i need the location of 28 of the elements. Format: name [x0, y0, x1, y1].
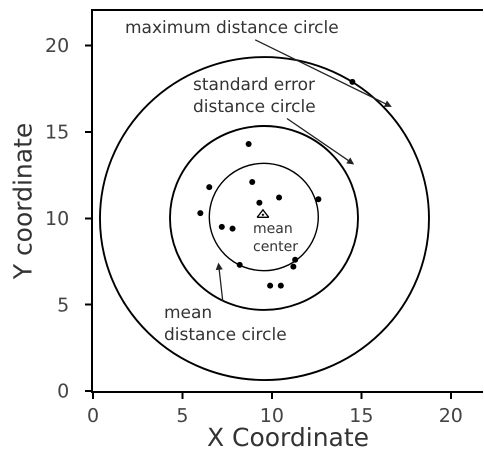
- annotation: mean distance circle: [164, 303, 287, 346]
- x-tick-label: 20: [438, 404, 463, 427]
- point: [218, 224, 225, 230]
- point: [197, 210, 204, 216]
- point: [256, 200, 262, 206]
- annotation: mean center: [253, 221, 298, 256]
- point: [290, 264, 296, 270]
- y-axis-title: Y coordinate: [8, 122, 38, 280]
- annotation: standard error distance circle: [193, 75, 316, 118]
- y-tick-label: 15: [45, 122, 70, 144]
- point: [206, 184, 212, 190]
- y-tick-label: 0: [57, 380, 70, 403]
- point: [267, 282, 274, 289]
- point: [236, 262, 243, 268]
- point: [315, 196, 322, 202]
- y-tick-label: 20: [45, 35, 70, 58]
- x-tick-label: 5: [176, 404, 188, 427]
- y-tick-label: 5: [57, 294, 70, 316]
- point: [230, 226, 236, 232]
- x-tick-label: 0: [86, 404, 100, 427]
- annotation: maximum distance circle: [125, 18, 339, 38]
- point: [276, 194, 282, 201]
- point: [278, 282, 284, 289]
- point: [292, 256, 298, 263]
- point: [249, 179, 256, 185]
- y-tick-label: 10: [45, 208, 70, 230]
- point: [349, 78, 356, 85]
- point: [246, 141, 252, 147]
